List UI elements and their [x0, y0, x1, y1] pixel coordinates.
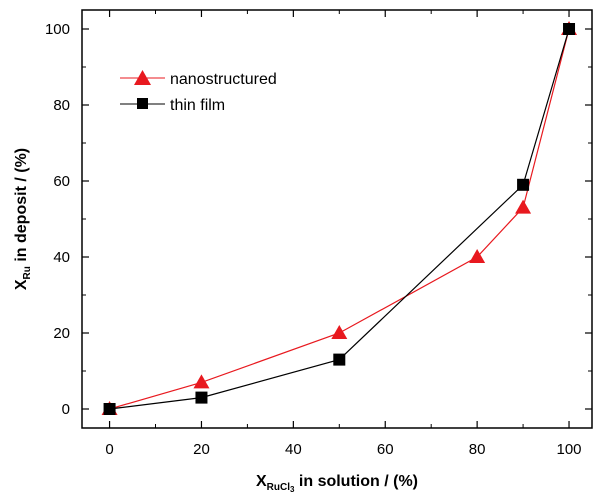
y-tick-label: 100: [45, 21, 70, 38]
data-point-thin-film: [563, 23, 576, 35]
data-point-thin-film: [333, 353, 346, 366]
legend-marker-square: [137, 98, 148, 109]
series-line-nanostructured: [109, 28, 570, 410]
y-axis-title: XRu in deposit / (%): [13, 148, 33, 290]
data-point-nanostructured: [331, 325, 348, 339]
y-tick-label: 80: [53, 97, 70, 114]
data-point-nanostructured: [515, 199, 532, 214]
y-tick-label: 20: [53, 325, 70, 342]
y-tick-label: 40: [53, 249, 70, 266]
axis-ticks: 0 20 40 60 80 100 0 20 40 60 80 100: [45, 10, 592, 458]
data-point-nanostructured: [469, 249, 486, 263]
data-point-thin-film: [195, 391, 208, 404]
y-tick-label: 60: [53, 173, 70, 190]
x-tick-label: 40: [285, 441, 302, 458]
legend-label-thin-film: thin film: [170, 97, 225, 114]
x-tick-label: 100: [557, 441, 582, 458]
series-markers: [101, 21, 578, 415]
data-point-thin-film: [103, 403, 116, 415]
legend-label-nanostructured: nanostructured: [170, 71, 277, 88]
data-point-thin-film: [517, 178, 530, 191]
x-tick-label: 0: [105, 441, 113, 458]
data-point-nanostructured: [193, 374, 210, 389]
legend: nanostructured thin film: [120, 70, 277, 114]
y-tick-label: 0: [62, 401, 70, 418]
legend-marker-triangle: [134, 70, 151, 85]
x-tick-label: 80: [469, 441, 486, 458]
x-tick-label: 60: [377, 441, 394, 458]
x-tick-label: 20: [193, 441, 210, 458]
x-axis-title: XRuCl3 in solution / (%): [256, 473, 418, 494]
